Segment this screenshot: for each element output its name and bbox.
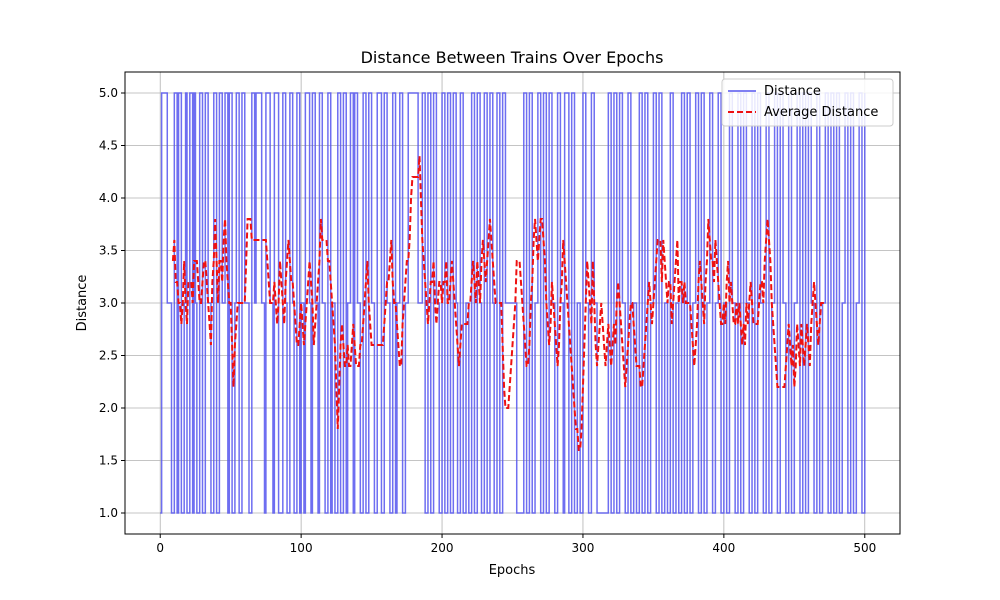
- y-tick-label: 5.0: [99, 86, 118, 100]
- y-tick-label: 1.0: [99, 506, 118, 520]
- x-axis-label: Epochs: [489, 563, 536, 578]
- y-tick-label: 3.5: [99, 244, 118, 258]
- x-tick-label: 300: [572, 541, 595, 555]
- y-tick-label: 2.5: [99, 349, 118, 363]
- y-tick-label: 1.5: [99, 454, 118, 468]
- chart-title: Distance Between Trains Over Epochs: [361, 48, 664, 67]
- legend: Distance Average Distance: [722, 79, 893, 126]
- y-tick-label: 3.0: [99, 296, 118, 310]
- legend-label-average-distance: Average Distance: [764, 105, 878, 120]
- x-tick-label: 500: [853, 541, 876, 555]
- x-tick-label: 0: [156, 541, 164, 555]
- y-tick-label: 4.0: [99, 191, 118, 205]
- y-tick-label: 4.5: [99, 139, 118, 153]
- x-tick-label: 400: [712, 541, 735, 555]
- legend-label-distance: Distance: [764, 84, 821, 99]
- x-tick-label: 200: [431, 541, 454, 555]
- x-tick-label: 100: [290, 541, 313, 555]
- y-axis-label: Distance: [75, 275, 90, 332]
- y-tick-label: 2.0: [99, 401, 118, 415]
